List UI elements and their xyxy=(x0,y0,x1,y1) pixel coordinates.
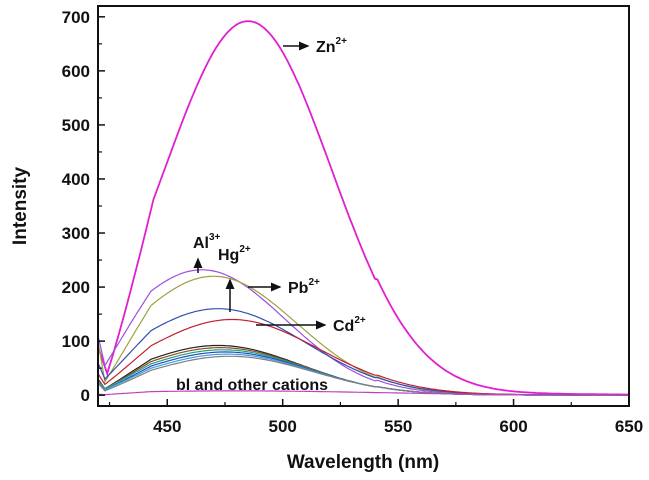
x-tick-label: 600 xyxy=(499,417,527,436)
series-line xyxy=(98,20,629,396)
x-axis-title: Wavelength (nm) xyxy=(287,452,439,473)
y-tick-label: 100 xyxy=(62,332,90,351)
y-axis: 0 100 200 300 400 500 600 700 xyxy=(62,8,105,405)
x-tick-label: 450 xyxy=(153,417,181,436)
annotations: Zn2+ Al3+ Hg2+ Pb2+ Cd2+ bl and other ca… xyxy=(176,36,366,394)
annotation-al: Al3+ xyxy=(193,232,221,252)
x-tick-label: 500 xyxy=(269,417,297,436)
annotation-pb: Pb2+ xyxy=(288,277,320,297)
y-tick-label: 600 xyxy=(62,62,90,81)
y-tick-label: 400 xyxy=(62,170,90,189)
x-axis: 450 500 550 600 650 xyxy=(108,399,643,436)
annotation-cd: Cd2+ xyxy=(333,315,366,335)
y-tick-label: 0 xyxy=(81,386,90,405)
y-tick-label: 500 xyxy=(62,116,90,135)
series-line xyxy=(98,390,629,396)
x-tick-label: 650 xyxy=(615,417,643,436)
y-tick-label: 200 xyxy=(62,278,90,297)
series-layer xyxy=(98,20,629,396)
x-tick-label: 550 xyxy=(384,417,412,436)
annotation-hg: Hg2+ xyxy=(218,244,251,264)
plot-frame xyxy=(97,5,630,407)
y-axis-title: Intensity xyxy=(10,167,31,246)
y-tick-label: 700 xyxy=(62,8,90,27)
y-tick-label: 300 xyxy=(62,224,90,243)
annotation-blank-others: bl and other cations xyxy=(176,377,328,394)
annotation-zn: Zn2+ xyxy=(316,36,347,56)
